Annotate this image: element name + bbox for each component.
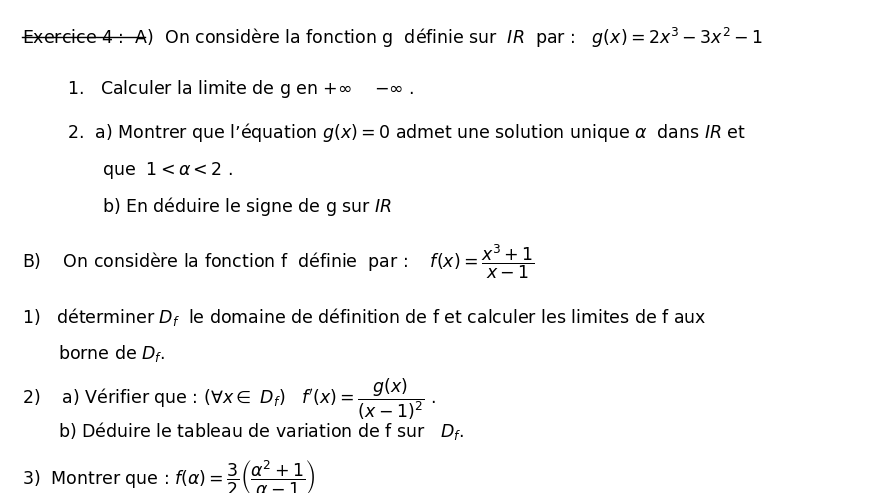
Text: 2.  a) Montrer que l’équation $g(x) = 0$ admet une solution unique $\alpha$  dan: 2. a) Montrer que l’équation $g(x) = 0$ … — [67, 121, 746, 144]
Text: B)    On considère la fonction f  définie  par :    $f(x) = \dfrac{x^3+1}{x-1}$: B) On considère la fonction f définie pa… — [22, 243, 535, 281]
Text: que  $1 <\alpha< 2$ .: que $1 <\alpha< 2$ . — [102, 160, 233, 181]
Text: Exercice 4 :  A)  On considère la fonction g  définie sur  $IR$  par :   $g(x) =: Exercice 4 : A) On considère la fonction… — [22, 26, 764, 50]
Text: 1.   Calculer la limite de g en $+\infty$    $-\infty$ .: 1. Calculer la limite de g en $+\infty$ … — [67, 78, 414, 100]
Text: borne de $D_f$.: borne de $D_f$. — [58, 343, 165, 364]
Text: 3)  Montrer que : $f(\alpha) = \dfrac{3}{2}\left(\dfrac{\alpha^2+1}{\alpha -1}\r: 3) Montrer que : $f(\alpha) = \dfrac{3}{… — [22, 458, 315, 493]
Text: b) En déduire le signe de g sur $IR$: b) En déduire le signe de g sur $IR$ — [102, 195, 393, 218]
Text: 2)    a) Vérifier que : $\left(\forall x \in  \ D_f\right)$   $f'(x) = \dfrac{g(: 2) a) Vérifier que : $\left(\forall x \i… — [22, 377, 436, 422]
Text: 1)   déterminer $D_f$  le domaine de définition de f et calculer les limites de : 1) déterminer $D_f$ le domaine de défini… — [22, 306, 707, 328]
Text: b) Déduire le tableau de variation de f sur   $D_f$.: b) Déduire le tableau de variation de f … — [58, 420, 464, 442]
